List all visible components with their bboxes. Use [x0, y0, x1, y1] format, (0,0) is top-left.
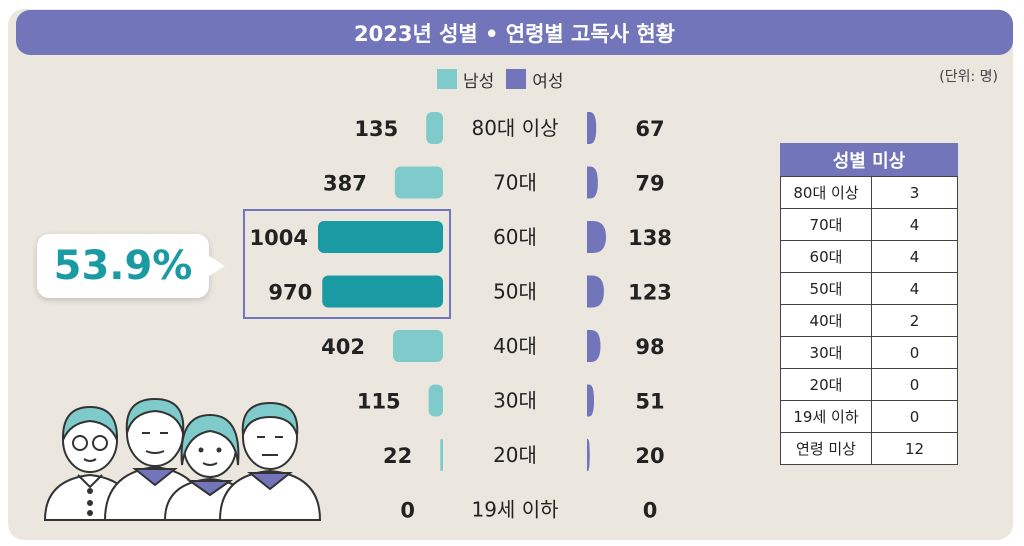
- value-label-male-1: 387: [323, 172, 367, 196]
- legend-item-male: 남성: [437, 67, 494, 92]
- person-icon: [218, 401, 322, 521]
- bar-male-5: [428, 384, 443, 417]
- table-cell-label: 80대 이상: [780, 176, 872, 209]
- bar-female-1: [587, 166, 598, 199]
- value-label-male-5: 115: [357, 390, 401, 414]
- table-cell-value: 4: [871, 240, 958, 273]
- bar-female-2: [587, 221, 606, 253]
- unit-label: (단위: 명): [939, 69, 998, 85]
- missing-gender-table: 성별 미상 80대 이상 3 70대 4 60대 4 50대 4 40대 2 30대 0 20대 0 19세…: [780, 143, 958, 465]
- table-cell-label: 연령 미상: [780, 432, 872, 465]
- bar-female-3: [587, 275, 604, 308]
- table-cell-value: 0: [871, 336, 958, 369]
- category-label-0: 80대 이상: [471, 116, 558, 140]
- table-row: 30대 0: [780, 336, 958, 369]
- bar-male-6: [440, 439, 443, 471]
- table-cell-value: 2: [871, 304, 958, 337]
- category-label-1: 70대: [493, 171, 537, 195]
- legend: 남성 여성: [437, 66, 564, 92]
- value-label-male-0: 135: [354, 117, 398, 141]
- table-cell-label: 30대: [780, 336, 872, 369]
- bar-male-3: [322, 275, 443, 308]
- legend-swatch-male: [437, 69, 457, 89]
- table-cell-label: 70대: [780, 208, 872, 241]
- table-row: 50대 4: [780, 272, 958, 305]
- bar-female-4: [587, 330, 601, 362]
- value-label-female-2: 138: [628, 226, 672, 250]
- table-cell-label: 60대: [780, 240, 872, 273]
- table-cell-label: 19세 이하: [780, 400, 872, 433]
- bar-female-6: [587, 439, 590, 471]
- bar-female-5: [587, 384, 595, 417]
- elderly-people-illustration: [43, 397, 322, 521]
- category-label-6: 20대: [493, 443, 537, 467]
- legend-swatch-female: [506, 69, 527, 89]
- table-cell-value: 4: [871, 272, 958, 305]
- legend-label-female: 여성: [532, 71, 564, 92]
- person-icon: [43, 405, 137, 521]
- category-label-2: 60대: [493, 225, 537, 249]
- table-cell-value: 0: [871, 368, 958, 401]
- value-label-female-5: 51: [635, 390, 664, 414]
- table-cell-value: 3: [871, 176, 958, 209]
- table-row: 19세 이하 0: [780, 400, 958, 433]
- value-label-male-4: 402: [321, 335, 365, 359]
- table-title: 성별 미상: [780, 143, 958, 176]
- value-label-female-3: 123: [628, 281, 672, 305]
- table-row: 20대 0: [780, 368, 958, 401]
- legend-item-female: 여성: [506, 67, 564, 92]
- table-row: 연령 미상 12: [780, 432, 958, 465]
- legend-label-male: 남성: [463, 71, 495, 92]
- category-label-7: 19세 이하: [471, 498, 558, 522]
- category-label-5: 30대: [493, 389, 537, 413]
- value-label-male-2: 1004: [250, 226, 308, 250]
- table-row: 70대 4: [780, 208, 958, 241]
- category-label-3: 50대: [493, 280, 537, 304]
- table-cell-label: 50대: [780, 272, 872, 305]
- category-label-4: 40대: [493, 334, 537, 358]
- percent-callout: 53.9%: [37, 234, 225, 298]
- value-label-male-3: 970: [268, 281, 312, 305]
- value-label-female-4: 98: [635, 335, 664, 359]
- value-label-female-0: 67: [635, 117, 664, 141]
- table-cell-value: 12: [871, 432, 958, 465]
- table-cell-value: 0: [871, 400, 958, 433]
- value-label-male-7: 0: [400, 499, 415, 523]
- chart-title: 2023년 성별 • 연령별 고독사 현황: [16, 10, 1013, 55]
- missing-table-body: 80대 이상 3 70대 4 60대 4 50대 4 40대 2 30대 0 20대 0 19세 이하 0 연령…: [780, 176, 958, 465]
- value-label-female-7: 0: [643, 499, 658, 523]
- table-row: 40대 2: [780, 304, 958, 337]
- bar-female-0: [587, 112, 597, 144]
- value-label-female-1: 79: [635, 172, 664, 196]
- table-row: 60대 4: [780, 240, 958, 273]
- bar-male-2: [318, 221, 443, 253]
- table-cell-value: 4: [871, 208, 958, 241]
- bar-male-4: [392, 330, 443, 362]
- table-cell-label: 40대: [780, 304, 872, 337]
- table-row: 80대 이상 3: [780, 176, 958, 209]
- table-cell-label: 20대: [780, 368, 872, 401]
- highlight-box: [243, 209, 451, 319]
- bar-male-0: [426, 112, 443, 144]
- value-label-female-6: 20: [635, 444, 664, 468]
- value-label-male-6: 22: [383, 444, 412, 468]
- bar-male-1: [394, 166, 443, 199]
